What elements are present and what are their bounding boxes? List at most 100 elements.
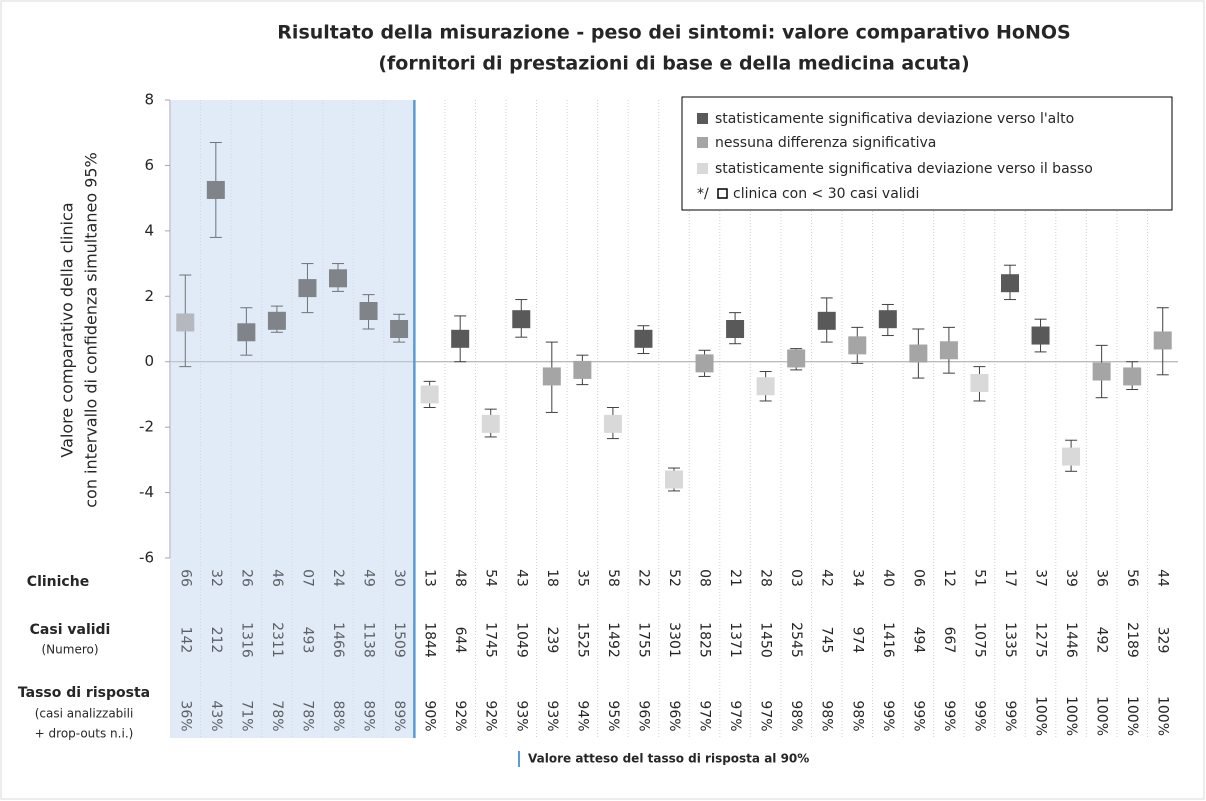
y-tick-label: 4: [144, 221, 154, 239]
rate-label: 100%: [1063, 696, 1079, 736]
rate-label: 88%: [330, 700, 346, 731]
x-tick-label: 66: [177, 569, 193, 587]
point-marker: [206, 180, 225, 199]
legend-swatch: [697, 113, 708, 124]
legend-label: nessuna differenza significativa: [715, 135, 936, 151]
row-label: Tasso di risposta: [18, 685, 150, 701]
rate-label: 99%: [1002, 700, 1018, 731]
rate-label: 99%: [880, 700, 896, 731]
point-marker: [573, 360, 592, 379]
y-tick-label: 2: [144, 287, 154, 305]
cases-label: 1525: [574, 622, 590, 658]
rate-label: 89%: [361, 700, 377, 731]
point-marker: [1001, 274, 1019, 293]
rate-label: 96%: [635, 700, 651, 731]
x-tick-label: 26: [238, 569, 254, 587]
point-marker: [787, 349, 806, 368]
cases-label: 1466: [330, 622, 346, 658]
x-tick-label: 17: [1002, 569, 1018, 587]
rate-label: 98%: [849, 700, 865, 731]
rate-label: 78%: [299, 700, 315, 731]
x-tick-label: 32: [208, 569, 224, 587]
cases-label: 1825: [697, 622, 713, 658]
point-marker: [1092, 362, 1111, 381]
point-marker: [695, 354, 714, 373]
x-tick-label: 06: [910, 569, 926, 587]
point-marker: [542, 367, 561, 386]
rate-label: 89%: [391, 700, 407, 731]
rate-label: 97%: [697, 700, 713, 731]
row-label: Casi validi: [30, 622, 111, 638]
x-tick-label: 18: [544, 569, 560, 587]
x-tick-label: 07: [299, 569, 315, 587]
cases-label: 1275: [1033, 622, 1049, 658]
x-tick-label: 37: [1033, 569, 1049, 587]
x-tick-label: 36: [1094, 569, 1110, 587]
rate-label: 99%: [910, 700, 926, 731]
rate-label: 100%: [1155, 696, 1171, 736]
rate-label: 43%: [208, 700, 224, 731]
cases-label: 1049: [513, 622, 529, 658]
x-tick-label: 51: [971, 569, 987, 587]
cases-label: 2311: [269, 622, 285, 658]
x-tick-label: 48: [452, 569, 468, 587]
x-tick-label: 08: [697, 569, 713, 587]
chart-title: (fornitori di prestazioni di base e dell…: [378, 53, 969, 75]
x-tick-label: 13: [422, 569, 438, 587]
x-tick-label: 03: [788, 569, 804, 587]
rate-label: 93%: [544, 700, 560, 731]
x-tick-label: 22: [635, 569, 651, 587]
x-tick-label: 43: [513, 569, 529, 587]
point-marker: [420, 385, 439, 404]
point-marker: [1031, 326, 1050, 345]
low-response-overlay: [170, 100, 415, 738]
cases-label: 1075: [971, 622, 987, 658]
x-tick-label: 35: [574, 569, 590, 587]
cases-label: 974: [849, 627, 865, 654]
legend-label: statisticamente significativa deviazione…: [715, 161, 1093, 177]
cases-label: 1416: [880, 622, 896, 658]
reference-label: Valore atteso del tasso di risposta al 9…: [528, 752, 809, 766]
point-marker: [390, 320, 409, 338]
point-marker: [267, 311, 286, 330]
legend-box: [681, 96, 1173, 211]
rate-label: 93%: [513, 700, 529, 731]
legend-swatch: [697, 137, 708, 148]
x-tick-label: 46: [269, 569, 285, 587]
cases-label: 1492: [605, 622, 621, 658]
rate-label: 100%: [1124, 696, 1140, 736]
point-marker: [237, 323, 256, 342]
cases-label: 492: [1094, 627, 1110, 654]
point-marker: [970, 373, 989, 392]
x-tick-label: 12: [941, 569, 957, 587]
x-tick-label: 34: [849, 569, 865, 587]
point-marker: [909, 344, 928, 363]
rate-label: 78%: [269, 700, 285, 731]
cases-label: 494: [910, 627, 926, 654]
cases-label: 1138: [361, 622, 377, 658]
y-axis-title: con intervallo di confidenza simultaneo …: [82, 152, 101, 508]
chart-title: Risultato della misurazione - peso dei s…: [277, 22, 1070, 44]
cases-label: 239: [544, 627, 560, 654]
x-tick-label: 56: [1124, 569, 1140, 587]
cases-label: 329: [1155, 627, 1171, 654]
rate-label: 92%: [452, 700, 468, 731]
point-marker: [634, 329, 653, 348]
point-marker: [359, 302, 378, 321]
x-tick-label: 54: [483, 569, 499, 587]
y-tick-label: 8: [144, 91, 154, 109]
rate-label: 94%: [574, 700, 590, 731]
cases-label: 1509: [391, 622, 407, 658]
rate-label: 71%: [238, 700, 254, 731]
row-label: (casi analizzabili: [35, 707, 134, 721]
point-marker: [298, 279, 317, 298]
rate-label: 99%: [941, 700, 957, 731]
x-tick-label: 28: [758, 569, 774, 587]
cases-label: 1446: [1063, 622, 1079, 658]
point-marker: [329, 269, 347, 288]
point-marker: [451, 329, 470, 348]
point-marker: [848, 336, 867, 355]
rate-label: 100%: [1033, 696, 1049, 736]
cases-label: 644: [452, 627, 468, 654]
